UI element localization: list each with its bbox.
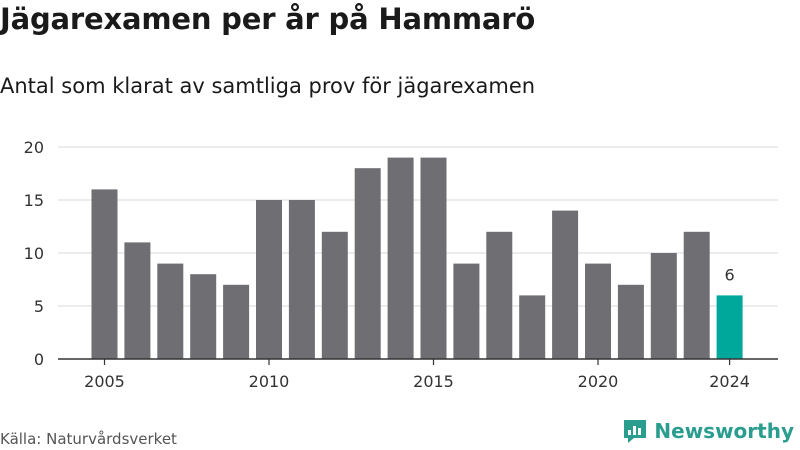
- data-label: 6: [725, 265, 735, 284]
- bar: [387, 157, 414, 359]
- brand-logo: Newsworthy: [622, 418, 794, 444]
- bar-chart-logo-icon: [624, 420, 647, 443]
- bar: [486, 231, 513, 359]
- bar: [519, 295, 546, 359]
- x-tick-label: 2005: [84, 372, 125, 391]
- bar: [223, 284, 250, 359]
- chart-subtitle: Antal som klarat av samtliga prov för jä…: [0, 74, 536, 98]
- x-tick-label: 2015: [413, 372, 454, 391]
- bar: [256, 200, 282, 359]
- y-tick-label: 10: [24, 244, 44, 263]
- bar: [354, 168, 381, 359]
- bar: [552, 210, 579, 359]
- bar: [617, 284, 644, 359]
- y-tick-label: 15: [24, 191, 44, 210]
- chart-title: Jägarexamen per år på Hammarö: [0, 2, 536, 36]
- x-tick-label: 2010: [249, 372, 290, 391]
- brand-name: Newsworthy: [654, 419, 794, 443]
- x-tick-label: 2024: [709, 372, 750, 391]
- bar: [650, 253, 677, 359]
- bar: [124, 242, 151, 359]
- x-tick-label: 2020: [578, 372, 619, 391]
- bar: [91, 189, 118, 359]
- bar: [420, 157, 447, 359]
- bar: [716, 295, 743, 359]
- bar: [157, 263, 184, 359]
- bar: [321, 231, 348, 359]
- y-tick-label: 20: [24, 138, 44, 157]
- bar: [453, 263, 480, 359]
- y-tick-label: 5: [34, 297, 44, 316]
- bar: [190, 274, 217, 359]
- bar: [585, 263, 611, 359]
- source-note: Källa: Naturvårdsverket: [0, 430, 177, 448]
- bar: [683, 231, 710, 359]
- y-tick-label: 0: [34, 350, 44, 369]
- bar: [288, 200, 315, 359]
